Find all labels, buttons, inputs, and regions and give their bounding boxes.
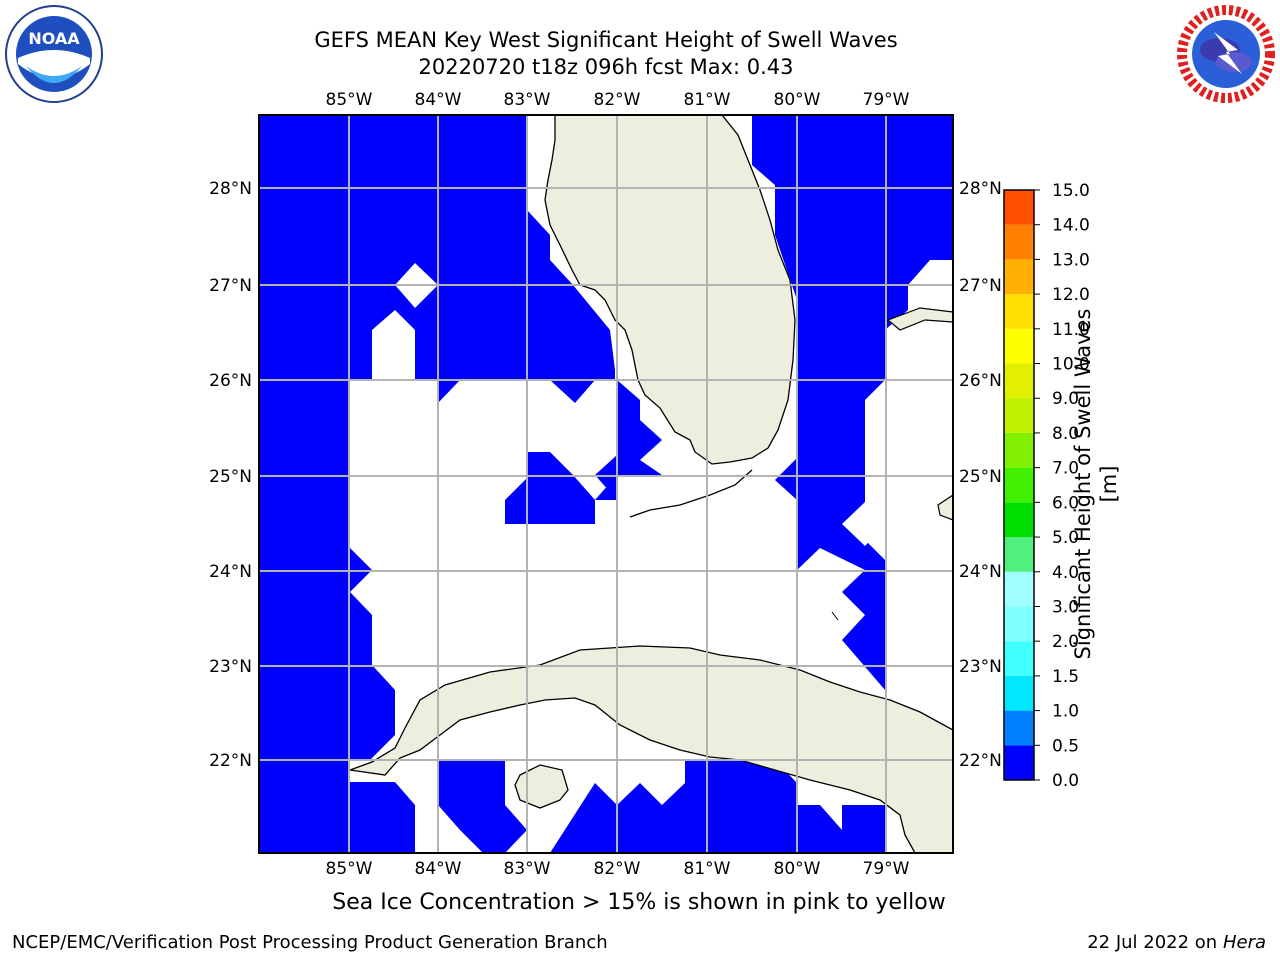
lat-label-right: 28°N [959,179,1002,199]
colorbar-segment [1004,606,1034,642]
footer-date: 22 Jul 2022 on [1087,932,1218,953]
colorbar-segment [1004,398,1034,433]
colorbar-tick-label: 14.0 [1052,216,1090,236]
colorbar-segment [1004,259,1034,295]
noaa-logo-text: NOAA [28,29,80,48]
colorbar-segment [1004,328,1034,364]
colorbar-segment [1004,571,1034,607]
lon-label-top: 84°W [415,90,462,110]
lon-label-bottom: 81°W [684,859,731,879]
lon-label-bottom: 84°W [415,859,462,879]
colorbar-tick-label: 8.0 [1052,424,1079,444]
colorbar-tick-label: 13.0 [1052,250,1090,270]
colorbar-tick-label: 6.0 [1052,493,1079,513]
map-frame [258,114,954,854]
colorbar-tick-label: 0.0 [1052,771,1079,791]
lat-label-right: 22°N [959,751,1002,771]
colorbar-segment [1004,190,1034,225]
lat-label-left: 24°N [209,562,252,582]
colorbar-tick-label: 15.0 [1052,181,1090,201]
colorbar-segment [1004,224,1034,260]
lon-label-top: 83°W [504,90,551,110]
lon-label-top: 81°W [684,90,731,110]
lat-label-right: 27°N [959,276,1002,296]
colorbar-tick-label: 1.0 [1052,702,1079,722]
colorbar-tick-label: 7.0 [1052,459,1079,479]
colorbar-tick-label: 1.5 [1052,667,1079,687]
colorbar-segment [1004,710,1034,746]
colorbar-segment [1004,745,1034,780]
colorbar-segment [1004,675,1034,711]
lon-label-bottom: 85°W [326,859,373,879]
lat-label-right: 23°N [959,657,1002,677]
lat-label-left: 26°N [209,371,252,391]
lon-label-top: 85°W [326,90,373,110]
colorbar-segment [1004,467,1034,503]
nws-logo [1177,5,1275,103]
lat-label-right: 26°N [959,371,1002,391]
colorbar-label: Significant Height of Swell Waves [m] [1071,308,1121,660]
colorbar-tick-label: 9.0 [1052,389,1079,409]
colorbar-tick-label: 5.0 [1052,528,1079,548]
chart-subtitle: 20220720 t18z 096h fcst Max: 0.43 [418,55,794,79]
colorbar-tick-label: 10.0 [1052,355,1090,375]
colorbar-segment [1004,502,1034,538]
colorbar-tick-label: 12.0 [1052,285,1090,305]
lat-label-left: 25°N [209,467,252,487]
lat-label-right: 24°N [959,562,1002,582]
footer-left: NCEP/EMC/Verification Post Processing Pr… [12,932,608,953]
noaa-logo: NOAA [5,5,103,103]
colorbar-tick-label: 3.0 [1052,597,1079,617]
colorbar-tick-label: 0.5 [1052,736,1079,756]
footer-host: Hera [1222,932,1266,953]
lon-label-bottom: 80°W [774,859,821,879]
lon-label-bottom: 83°W [504,859,551,879]
colorbar-segment [1004,294,1034,329]
colorbar-tick-label: 11.0 [1052,320,1090,340]
lon-label-top: 80°W [774,90,821,110]
lat-label-right: 25°N [959,467,1002,487]
lon-label-bottom: 79°W [863,859,910,879]
colorbar-segment [1004,363,1034,399]
colorbar-segment [1004,432,1034,468]
lon-label-top: 82°W [594,90,641,110]
lat-label-left: 28°N [209,179,252,199]
lat-label-left: 22°N [209,751,252,771]
lon-label-bottom: 82°W [594,859,641,879]
isla-juventud-land [514,764,569,809]
lon-label-top: 79°W [863,90,910,110]
colorbar-segment [1004,537,1034,572]
florida-land [544,115,796,465]
colorbar-tick-label: 4.0 [1052,563,1079,583]
chart-title: GEFS MEAN Key West Significant Height of… [314,28,898,52]
lat-label-left: 23°N [209,657,252,677]
sea-ice-note: Sea Ice Concentration > 15% is shown in … [332,890,946,915]
colorbar-segment [1004,641,1034,676]
colorbar-frame [1003,189,1035,781]
colorbar: 0.0 0.5 1.0 1.5 2.0 3.0 4.0 5.0 6.0 7.0 8.0 9.0 10.0… [1003,181,1090,791]
footer-right: 22 Jul 2022 on Hera [1087,932,1266,953]
lat-label-left: 27°N [209,276,252,296]
colorbar-tick-label: 2.0 [1052,632,1079,652]
cuba-land [349,645,953,853]
